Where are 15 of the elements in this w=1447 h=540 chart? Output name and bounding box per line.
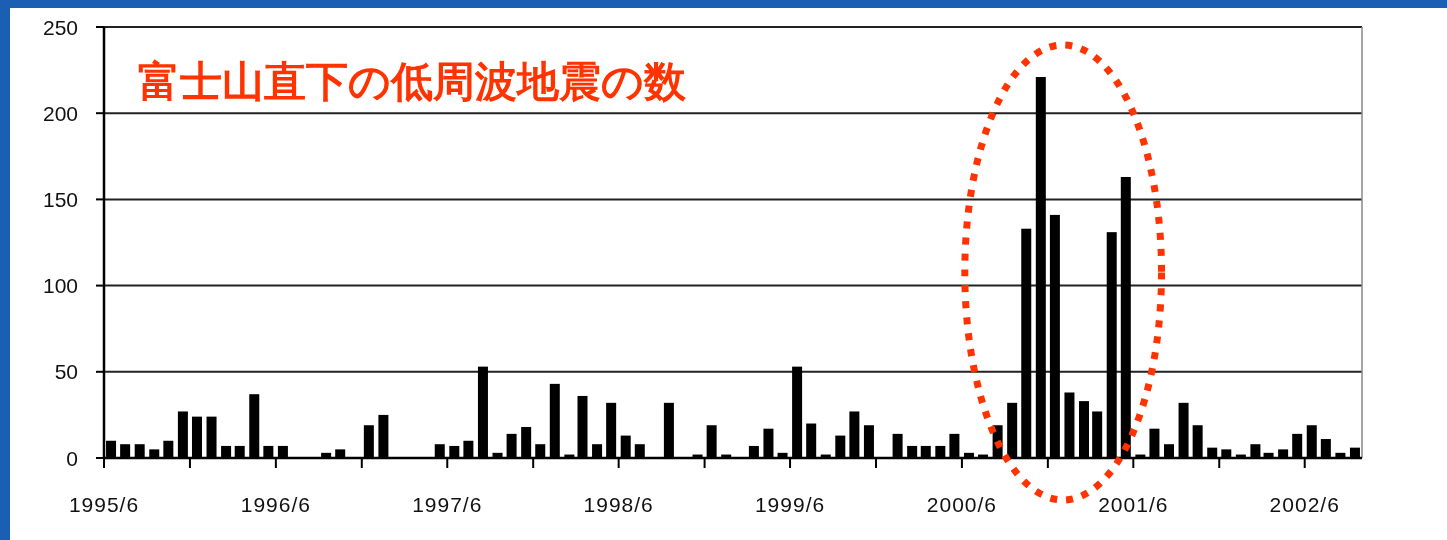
x-tick-label: 1999/6 (754, 493, 826, 516)
x-tick-label: 2002/6 (1269, 493, 1340, 516)
x-tick-label: 2000/6 (926, 493, 998, 516)
text: 富士山直下の低周波地震の数 (138, 58, 687, 105)
y-tick-label: 0 (66, 446, 78, 470)
y-tick-label: 200 (42, 101, 78, 125)
y-tick-label: 150 (42, 187, 78, 211)
x-tick-label: 1996/6 (240, 493, 311, 516)
x-tick-label: 2001/6 (1098, 493, 1169, 516)
x-tick-label: 1998/6 (583, 493, 654, 516)
y-tick-label: 250 (42, 15, 78, 39)
x-tick-label: 1995/6 (68, 493, 140, 516)
y-tick-label: 100 (42, 274, 78, 298)
y-tick-label: 50 (54, 360, 78, 384)
x-tick-label: 1997/6 (412, 493, 483, 516)
